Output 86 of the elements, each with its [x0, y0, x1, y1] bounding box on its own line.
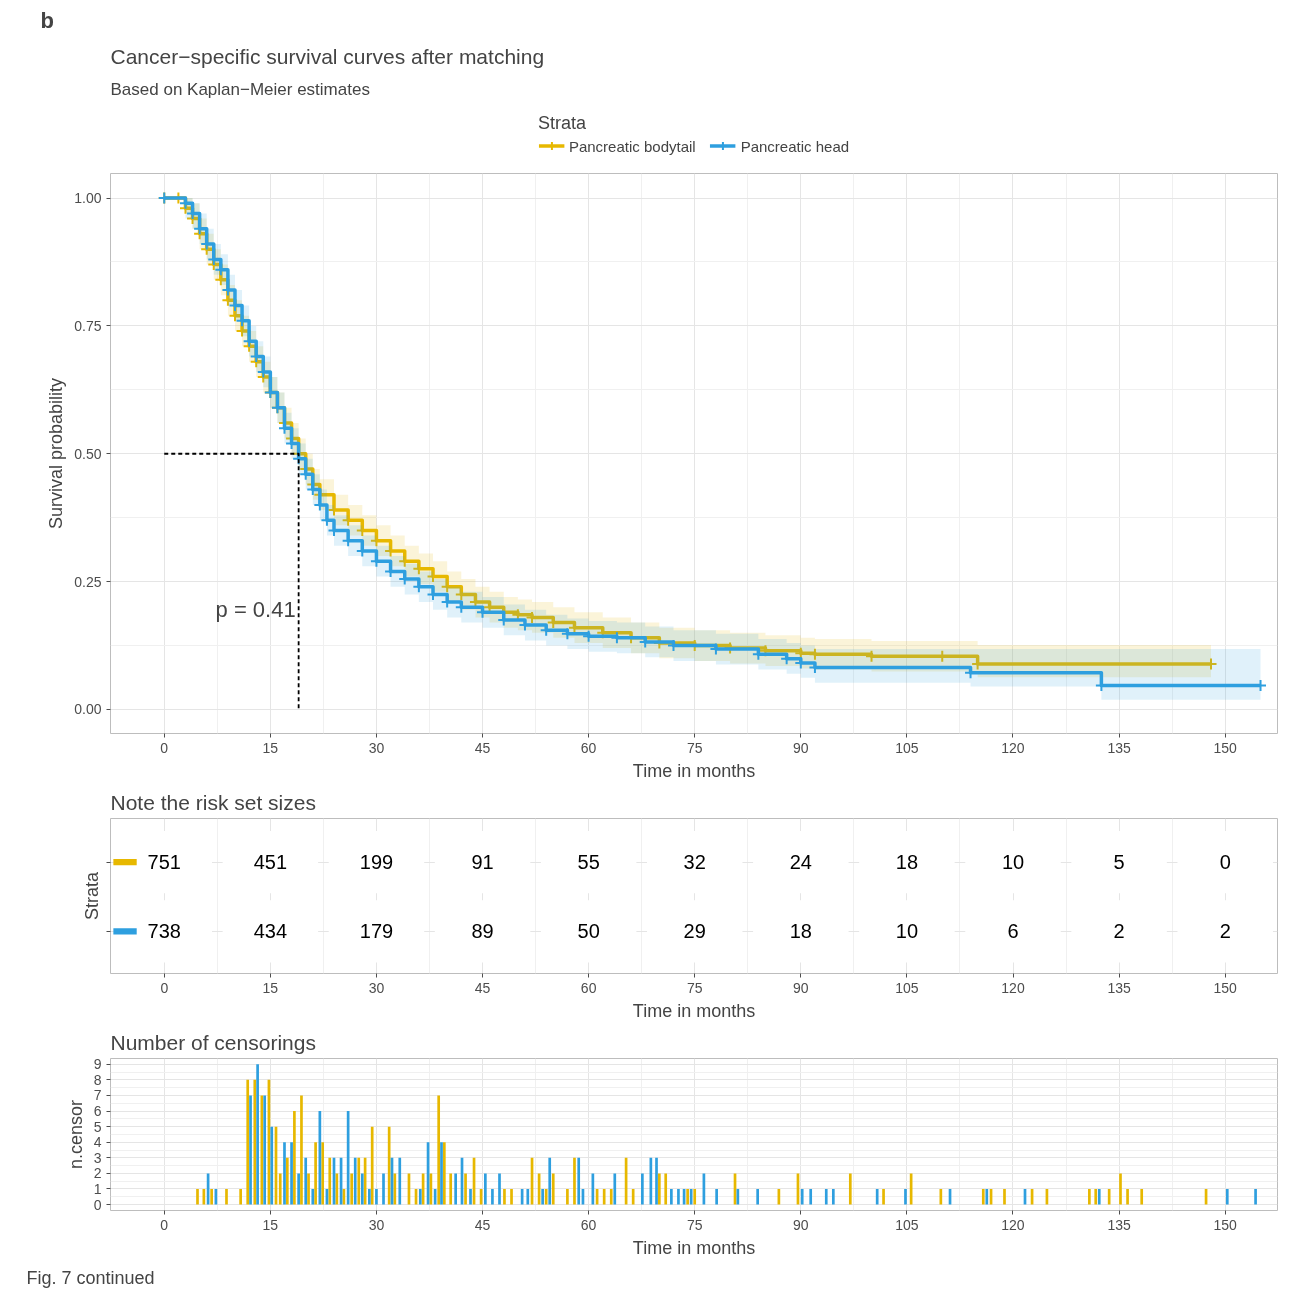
- data-label: 199: [359, 851, 394, 874]
- x-axis-title: Time in months: [632, 1237, 756, 1258]
- data-label: 179: [359, 920, 394, 943]
- x-tick-label: 45: [474, 979, 491, 996]
- x-tick-label: 75: [686, 979, 703, 996]
- x-tick-label: 90: [793, 739, 809, 756]
- x-tick-label: 15: [262, 1216, 279, 1233]
- x-tick-label: 60: [580, 1216, 597, 1233]
- x-tick-label: 150: [1213, 739, 1238, 756]
- data-label: 24: [789, 851, 812, 874]
- x-tick-label: 105: [895, 979, 919, 996]
- x-tick-label: 120: [1001, 979, 1025, 996]
- data-label: 10: [1001, 851, 1025, 874]
- data-label: 751: [147, 851, 181, 874]
- y-tick-label: 1: [93, 1180, 102, 1197]
- y-axis-title: Survival probability: [46, 377, 67, 530]
- data-label: 738: [147, 920, 181, 943]
- x-tick-label: 150: [1213, 979, 1238, 996]
- data-label: 18: [789, 920, 812, 943]
- data-label: 0: [1219, 851, 1231, 874]
- data-label: 6: [1007, 920, 1019, 943]
- y-tick-label: 0.75: [74, 317, 102, 334]
- chart-title: Number of censorings: [110, 1030, 316, 1054]
- y-tick-label: 7: [93, 1087, 102, 1104]
- y-tick-label: 5: [93, 1118, 102, 1135]
- data-label: 451: [253, 851, 288, 874]
- data-label: 5: [1113, 851, 1125, 874]
- y-tick-label: 1.00: [74, 190, 102, 207]
- data-label: 29: [683, 920, 706, 943]
- data-label: 55: [577, 851, 600, 874]
- x-tick-label: 90: [793, 979, 809, 996]
- legend-label: Pancreatic head: [740, 137, 850, 154]
- data-label: 434: [253, 920, 288, 943]
- data-label: 32: [683, 851, 706, 874]
- x-tick-label: 30: [368, 1216, 385, 1233]
- data-label: 10: [895, 920, 919, 943]
- x-tick-label: 0: [160, 1216, 169, 1233]
- x-tick-label: 75: [686, 739, 703, 756]
- x-axis-title: Time in months: [632, 1000, 756, 1021]
- legend-label: Pancreatic bodytail: [568, 137, 696, 154]
- x-tick-label: 30: [368, 979, 385, 996]
- caption: Fig. 7 continued: [26, 1267, 155, 1288]
- y-tick-label: 3: [93, 1149, 102, 1166]
- x-axis-title: Time in months: [632, 760, 756, 781]
- x-tick-label: 15: [262, 979, 279, 996]
- x-tick-label: 60: [580, 739, 597, 756]
- x-tick-label: 45: [474, 739, 491, 756]
- y-tick-label: 2: [93, 1165, 102, 1182]
- legend-title: Strata: [537, 112, 587, 134]
- x-tick-label: 120: [1001, 739, 1025, 756]
- x-tick-label: 135: [1107, 979, 1131, 996]
- data-label: 89: [471, 920, 494, 943]
- y-tick-label: 0.00: [74, 701, 102, 718]
- x-tick-label: 90: [793, 1216, 809, 1233]
- x-tick-label: 120: [1001, 1216, 1025, 1233]
- y-tick-label: 0: [93, 1196, 102, 1213]
- x-tick-label: 135: [1107, 1216, 1131, 1233]
- data-label: 2: [1219, 920, 1231, 943]
- data-label: 2: [1113, 920, 1125, 943]
- x-tick-label: 30: [368, 739, 385, 756]
- y-tick-label: 4: [93, 1134, 102, 1151]
- data-label: 91: [471, 851, 494, 874]
- y-tick-label: 0.25: [74, 573, 102, 590]
- chart-title: Cancer−specific survival curves after matching: [110, 44, 545, 68]
- text: b: [40, 7, 54, 33]
- x-tick-label: 105: [895, 739, 919, 756]
- x-tick-label: 60: [580, 979, 597, 996]
- data-label: 18: [895, 851, 919, 874]
- x-tick-label: 135: [1107, 739, 1131, 756]
- y-axis-title: Strata: [81, 871, 102, 921]
- y-tick-label: 6: [93, 1103, 102, 1120]
- x-tick-label: 150: [1213, 1216, 1238, 1233]
- y-tick-label: 0.50: [74, 445, 102, 462]
- chart-subtitle: Based on Kaplan−Meier estimates: [110, 79, 370, 99]
- x-tick-label: 45: [474, 1216, 491, 1233]
- data-label: 50: [577, 920, 600, 943]
- x-tick-label: 15: [262, 739, 279, 756]
- x-tick-label: 0: [160, 979, 169, 996]
- chart-title: Note the risk set sizes: [110, 790, 316, 814]
- y-axis-title: n.censor: [65, 1099, 86, 1170]
- x-tick-label: 75: [686, 1216, 703, 1233]
- y-tick-label: 9: [93, 1056, 102, 1073]
- annotation: p = 0.41: [215, 596, 296, 622]
- y-tick-label: 8: [93, 1071, 102, 1088]
- x-tick-label: 0: [160, 739, 169, 756]
- x-tick-label: 105: [895, 1216, 919, 1233]
